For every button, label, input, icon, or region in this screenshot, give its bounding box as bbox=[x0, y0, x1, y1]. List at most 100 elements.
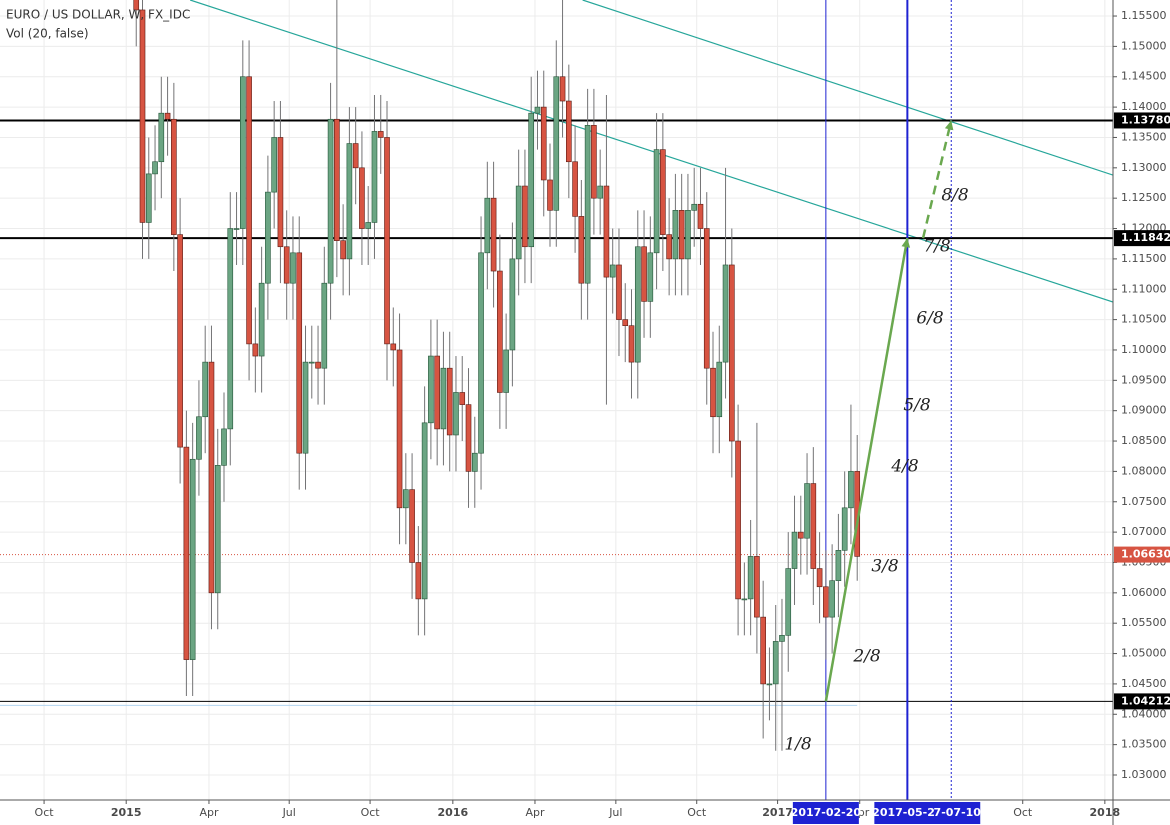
candle-body bbox=[829, 580, 835, 618]
candle-body bbox=[691, 203, 698, 211]
candle-body bbox=[559, 76, 566, 102]
candle-body bbox=[672, 210, 679, 260]
x-tick-label: 2016 bbox=[438, 806, 469, 819]
candle-body bbox=[377, 131, 384, 138]
y-tick-label: 1.14000 bbox=[1121, 100, 1167, 113]
candle-body bbox=[315, 361, 321, 369]
candle-body bbox=[265, 191, 271, 284]
candle-body bbox=[634, 246, 641, 363]
price-label-box bbox=[1114, 230, 1170, 247]
y-tick-label: 1.03500 bbox=[1121, 738, 1167, 751]
candle-body bbox=[403, 489, 409, 509]
candle-body bbox=[384, 137, 390, 345]
x-tick-label: Apr bbox=[199, 806, 219, 819]
candle-body bbox=[622, 319, 629, 326]
price-label: 1.04212 bbox=[1121, 694, 1170, 707]
candle-body bbox=[334, 118, 340, 241]
y-tick-label: 1.10000 bbox=[1121, 343, 1167, 356]
candle-body bbox=[471, 452, 478, 472]
candle-body bbox=[534, 106, 541, 114]
y-tick-label: 1.12500 bbox=[1121, 191, 1167, 204]
y-tick-label: 1.09500 bbox=[1121, 373, 1167, 386]
y-tick-label: 1.05500 bbox=[1121, 616, 1167, 629]
x-tick-label: Jul bbox=[282, 806, 296, 819]
candle-body bbox=[616, 264, 622, 320]
y-tick-label: 1.07500 bbox=[1121, 495, 1167, 508]
fib-label: 6/8 bbox=[916, 309, 944, 329]
candle-body bbox=[283, 246, 290, 284]
x-tick-label: 2017 bbox=[762, 806, 793, 819]
candle-body bbox=[290, 252, 296, 284]
candle-body bbox=[271, 137, 277, 193]
candle-body bbox=[434, 355, 440, 430]
y-tick-label: 1.04000 bbox=[1121, 707, 1167, 720]
candle-body bbox=[340, 240, 346, 260]
candle-body bbox=[823, 586, 829, 618]
candle-body bbox=[597, 185, 603, 199]
candle-body bbox=[772, 641, 779, 685]
candle-body bbox=[848, 471, 854, 509]
candle-body bbox=[440, 367, 447, 430]
arrow-head bbox=[944, 120, 954, 131]
candle-body bbox=[678, 210, 685, 260]
y-tick-label: 1.10500 bbox=[1121, 313, 1167, 326]
candle-body bbox=[841, 507, 848, 551]
candle-body bbox=[547, 179, 553, 211]
y-tick-label: 1.03000 bbox=[1121, 768, 1167, 781]
candle-body bbox=[722, 264, 729, 363]
candle-body bbox=[352, 143, 359, 169]
candle-body bbox=[503, 349, 509, 393]
arrow-head bbox=[901, 238, 911, 248]
candle-body bbox=[221, 428, 227, 466]
candle-body bbox=[189, 458, 196, 660]
candle-body bbox=[660, 149, 666, 235]
candle-body bbox=[522, 185, 528, 248]
candle-body bbox=[453, 392, 459, 436]
x-tick-label: Oct bbox=[687, 806, 707, 819]
trendline bbox=[189, 0, 1113, 303]
candle-body bbox=[735, 440, 741, 600]
candle-body bbox=[227, 228, 234, 430]
y-tick-label: 1.08000 bbox=[1121, 464, 1167, 477]
last-price-box bbox=[1114, 546, 1170, 563]
candle-body bbox=[327, 118, 334, 284]
candle-body bbox=[754, 556, 760, 618]
candle-body bbox=[415, 562, 422, 600]
candle-body bbox=[816, 568, 823, 588]
candle-body bbox=[553, 76, 560, 211]
axes: 1.03000 1.03500 1.04000 1.04500 1.05000 1.055… bbox=[35, 9, 1170, 824]
y-tick-label: 1.13000 bbox=[1121, 161, 1167, 174]
y-tick-label: 1.08500 bbox=[1121, 434, 1167, 447]
candle-body bbox=[641, 246, 647, 302]
candle-body bbox=[171, 118, 177, 235]
candle-body bbox=[139, 9, 146, 223]
candle-body bbox=[214, 465, 221, 594]
candle-body bbox=[484, 197, 491, 254]
candle-body bbox=[741, 598, 748, 601]
candle-body bbox=[490, 197, 497, 272]
candle-body bbox=[133, 0, 140, 11]
y-tick-label: 1.15000 bbox=[1121, 39, 1167, 52]
candle-body bbox=[233, 228, 240, 230]
candle-body bbox=[760, 616, 766, 685]
candle-body bbox=[459, 392, 466, 405]
candle-body bbox=[697, 203, 704, 229]
plot-area: 1/8 2/8 3/8 4/8 5/8 6/8 7/8 8/8 bbox=[0, 0, 1113, 800]
candle-body bbox=[779, 635, 785, 642]
fib-label: 1/8 bbox=[784, 735, 812, 755]
candle-body bbox=[528, 112, 535, 248]
price-label: 1.13780 bbox=[1121, 113, 1170, 126]
date-label: 2017-05-22 bbox=[872, 806, 942, 819]
date-label: 7-07-10 bbox=[934, 806, 982, 819]
y-tick-label: 1.14500 bbox=[1121, 70, 1167, 83]
candle-body bbox=[572, 161, 578, 217]
projection-dashed bbox=[921, 120, 953, 239]
y-tick-label: 1.15500 bbox=[1121, 9, 1167, 22]
candle-body bbox=[609, 264, 616, 278]
price-label: 1.11842 bbox=[1121, 231, 1170, 244]
chart-title: EURO / US DOLLAR, W, FX_IDC bbox=[6, 8, 190, 22]
candle-body bbox=[515, 185, 522, 260]
fib-label: 2/8 bbox=[852, 647, 881, 667]
candle-body bbox=[409, 489, 415, 563]
